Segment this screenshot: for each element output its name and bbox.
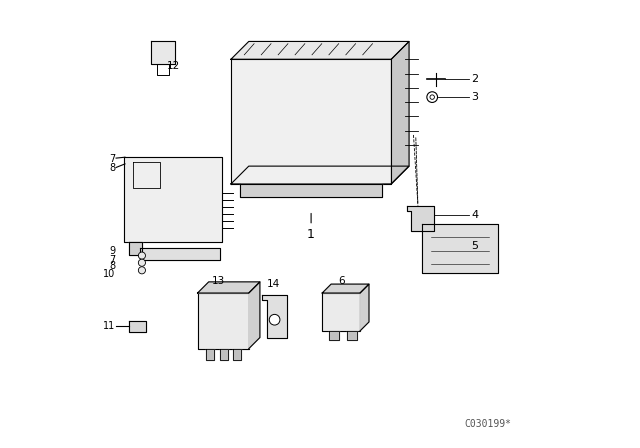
Polygon shape (129, 242, 142, 255)
Polygon shape (220, 349, 228, 360)
Text: 7: 7 (109, 254, 115, 265)
Polygon shape (360, 284, 369, 331)
Polygon shape (140, 249, 220, 260)
Polygon shape (240, 184, 382, 197)
Polygon shape (151, 42, 175, 64)
Text: 9: 9 (109, 246, 115, 256)
Circle shape (138, 259, 145, 266)
Circle shape (138, 267, 145, 274)
Text: 7: 7 (109, 155, 115, 164)
Polygon shape (198, 293, 249, 349)
Polygon shape (391, 42, 409, 184)
Polygon shape (231, 59, 391, 184)
Text: 1: 1 (307, 213, 315, 241)
Text: 8: 8 (109, 261, 115, 271)
Polygon shape (124, 157, 222, 242)
Polygon shape (129, 321, 147, 332)
Polygon shape (329, 331, 339, 340)
Polygon shape (198, 282, 260, 293)
Text: 8: 8 (109, 164, 115, 173)
Text: 2: 2 (472, 74, 479, 84)
Circle shape (138, 252, 145, 259)
Text: 11: 11 (103, 320, 115, 331)
Polygon shape (322, 293, 360, 331)
Circle shape (269, 314, 280, 325)
Polygon shape (422, 224, 498, 273)
Text: 14: 14 (267, 279, 280, 289)
Text: 12: 12 (166, 61, 180, 71)
Polygon shape (347, 331, 356, 340)
Text: 5: 5 (472, 241, 478, 251)
Text: C030199*: C030199* (465, 419, 511, 429)
Polygon shape (262, 295, 287, 337)
Text: 3: 3 (472, 92, 478, 102)
Polygon shape (231, 42, 409, 59)
Text: 13: 13 (212, 276, 225, 286)
Polygon shape (407, 206, 433, 231)
Polygon shape (249, 282, 260, 349)
Polygon shape (231, 166, 409, 184)
Polygon shape (322, 284, 369, 293)
Polygon shape (207, 349, 214, 360)
Text: 6: 6 (338, 276, 344, 286)
Text: 10: 10 (103, 269, 115, 279)
Text: 4: 4 (472, 210, 479, 220)
Polygon shape (233, 349, 241, 360)
